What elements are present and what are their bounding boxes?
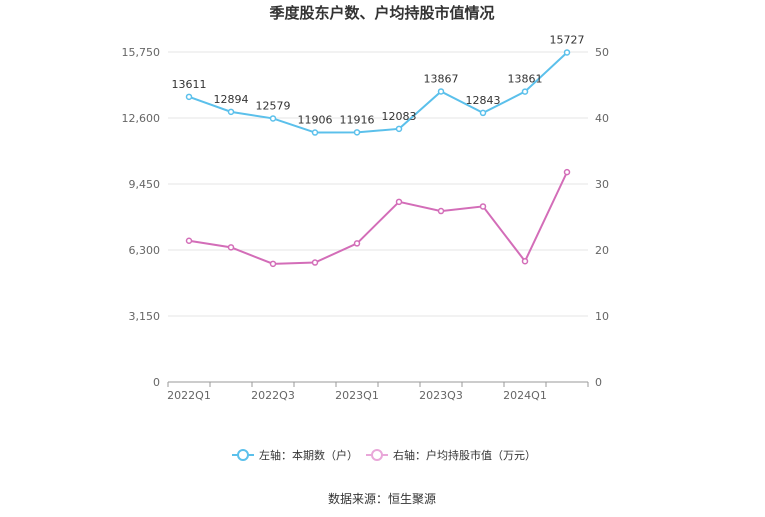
x-axis-tick-label: 2024Q1: [503, 389, 547, 402]
legend-item-right-series[interactable]: 右轴：户均持股市值（万元）: [366, 448, 536, 462]
source-note: 数据来源：恒生聚源: [328, 491, 436, 506]
legend-marker-left: [237, 449, 249, 461]
data-label: 13611: [172, 78, 207, 91]
data-label: 12579: [256, 99, 291, 112]
left-axis-tick-label: 9,450: [129, 178, 161, 191]
right-axis-tick-label: 10: [595, 310, 609, 323]
data-point[interactable]: [479, 203, 487, 210]
right-axis-tick-label: 0: [595, 376, 602, 389]
x-axis-tick-label: 2023Q3: [419, 389, 463, 402]
data-point[interactable]: [311, 259, 319, 266]
series-line-left: [188, 51, 568, 134]
data-label: 12894: [214, 93, 249, 106]
data-label: 13861: [508, 73, 543, 86]
data-point[interactable]: [185, 93, 193, 101]
data-point[interactable]: [311, 129, 319, 136]
data-point[interactable]: [269, 115, 277, 122]
left-axis-tick-label: 6,300: [129, 244, 161, 257]
x-axis-tick-label: 2022Q3: [251, 389, 295, 402]
right-axis-tick-label: 50: [595, 46, 609, 59]
left-axis-tick-label: 15,750: [122, 46, 161, 59]
legend-label-left: 左轴：本期数（户）: [259, 448, 358, 462]
chart-title: 季度股东户数、户均持股市值情况: [269, 4, 494, 22]
x-axis-tick-label: 2023Q1: [335, 389, 379, 402]
legend-marker-right: [371, 449, 383, 461]
data-label: 12083: [382, 110, 417, 123]
axes: 0 0 3,150 10 6,300 20 9,450 30 12,600 40 15,750 50 2…: [122, 46, 610, 402]
data-point[interactable]: [437, 207, 445, 215]
right-axis-tick-label: 40: [595, 112, 609, 125]
data-point[interactable]: [521, 257, 529, 265]
data-point[interactable]: [269, 260, 277, 268]
data-point[interactable]: [353, 240, 361, 247]
x-axis-tick-label: 2022Q1: [167, 389, 211, 402]
data-label: 11916: [340, 113, 375, 126]
right-axis-tick-label: 30: [595, 178, 609, 191]
legend-item-left-series[interactable]: 左轴：本期数（户）: [232, 448, 358, 462]
data-point[interactable]: [353, 129, 361, 136]
data-point[interactable]: [227, 108, 235, 116]
data-point[interactable]: [227, 244, 235, 251]
data-point[interactable]: [521, 88, 529, 95]
data-point[interactable]: [563, 168, 571, 176]
data-point[interactable]: [563, 49, 571, 56]
left-axis-tick-label: 3,150: [129, 310, 161, 323]
data-label: 12843: [466, 94, 501, 107]
data-point[interactable]: [395, 125, 403, 133]
legend: 左轴：本期数（户） 右轴：户均持股市值（万元）: [232, 448, 536, 462]
data-label: 11906: [298, 114, 333, 127]
data-point[interactable]: [185, 237, 193, 245]
left-axis-tick-label: 12,600: [122, 112, 161, 125]
data-point[interactable]: [395, 198, 403, 206]
data-point[interactable]: [479, 109, 487, 117]
data-label: 13867: [424, 72, 459, 85]
right-axis-tick-label: 20: [595, 244, 609, 257]
data-label: 15727: [550, 33, 585, 46]
series-layer: 13611 12894 12579 11906 11916 12083 13867 12843…: [172, 33, 585, 268]
left-axis-tick-label: 0: [153, 376, 160, 389]
data-point[interactable]: [437, 88, 445, 95]
series-line-right: [188, 171, 568, 265]
legend-label-right: 右轴：户均持股市值（万元）: [393, 448, 536, 462]
